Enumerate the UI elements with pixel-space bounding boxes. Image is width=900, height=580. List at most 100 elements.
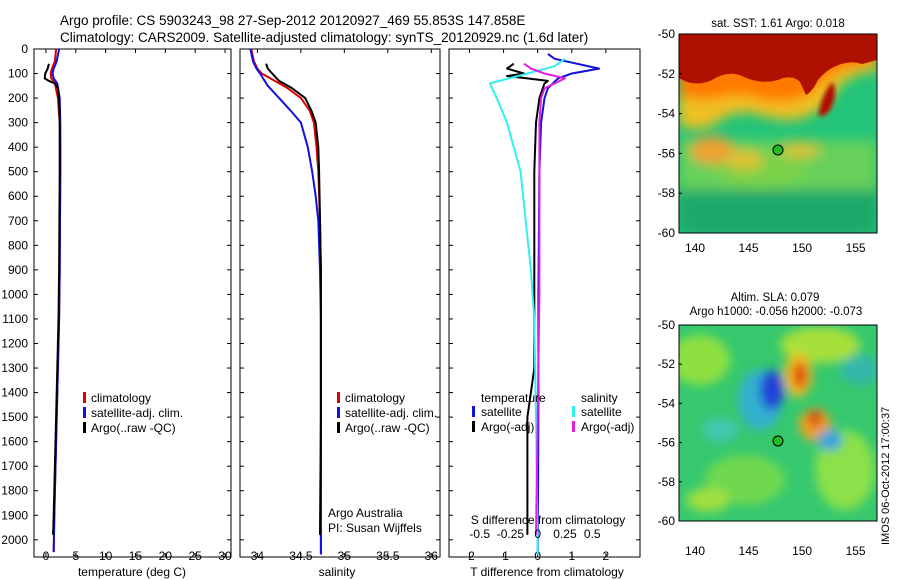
x-tick-label: 20	[159, 549, 173, 563]
x-tick-label: 25	[189, 549, 203, 563]
s-tick-label: 0	[534, 527, 541, 541]
lon-tick-label: 140	[685, 544, 705, 558]
salinity-depth-ticks	[240, 48, 440, 541]
depth-tick-label: 300	[8, 116, 28, 130]
temperature-plot-frame	[33, 48, 232, 558]
series-line	[506, 62, 549, 535]
header-line-2: Climatology: CARS2009. Satellite-adjuste…	[60, 30, 588, 45]
legend-swatch-s-argo	[572, 421, 575, 432]
x-tick-label: 5	[72, 549, 79, 563]
lat-tick-label: -52	[658, 67, 676, 81]
legend-label-t-satellite: satellite	[481, 405, 522, 419]
legend-title-salinity: salinity	[581, 391, 618, 405]
lat-tick-label: -54	[658, 107, 676, 121]
difference-depth-ticks	[449, 48, 640, 541]
temperature-x-label: temperature (deg C)	[78, 565, 186, 579]
salinity-profiles	[249, 49, 322, 555]
legend-swatch-argo	[337, 422, 340, 433]
depth-tick-label: 2000	[1, 533, 28, 547]
lat-tick-label: -50	[658, 27, 676, 41]
x-tick-label: 30	[218, 549, 232, 563]
difference-plot-frame	[448, 48, 641, 558]
legend-label-climatology: climatology	[345, 391, 405, 405]
legend-label-satellite: satellite-adj. clim.	[91, 406, 183, 420]
legend-label-argo: Argo(..raw -QC)	[345, 421, 430, 435]
depth-tick-label: 600	[8, 189, 28, 203]
legend-swatch-satellite	[337, 407, 340, 418]
legend-label-s-satellite: satellite	[581, 405, 622, 419]
lon-tick-label: 145	[739, 544, 759, 558]
lat-tick-label: -56	[658, 436, 676, 450]
series-line	[523, 62, 566, 535]
lat-tick-label: -58	[658, 186, 676, 200]
depth-tick-label: 500	[8, 165, 28, 179]
argo-float-marker	[772, 144, 784, 156]
legend-swatch-t-argo	[472, 421, 475, 432]
argo-float-marker-sla	[772, 435, 784, 447]
lat-tick-label: -56	[658, 146, 676, 160]
salinity-x-ticks: 34 34.5 35 35.5 36	[251, 49, 439, 563]
legend-swatch-climatology	[83, 392, 86, 403]
sla-map-axis-ticks: 140 145 150 155 -50 -52 -54 -56 -58 -60	[658, 318, 866, 558]
sla-map-subtitle: Argo h1000: -0.056 h2000: -0.073	[690, 306, 863, 318]
lat-tick-label: -58	[658, 475, 676, 489]
depth-tick-label: 800	[8, 238, 28, 252]
imos-timestamp: IMOS 06-Oct-2012 17:00:37	[880, 407, 892, 545]
sst-map-panel: sat. SST: 1.61 Argo: 0.018 140 145 150 155 -…	[658, 18, 878, 255]
depth-tick-label: 1400	[1, 386, 28, 400]
legend-label-s-argo: Argo(-adj)	[581, 420, 634, 434]
legend-swatch-climatology	[337, 392, 340, 403]
x-tick-label: -1	[498, 549, 509, 563]
legend-swatch-argo	[83, 422, 86, 433]
lon-tick-label: 145	[739, 241, 759, 255]
depth-tick-label: 1800	[1, 484, 28, 498]
x-tick-label: 35	[338, 549, 352, 563]
s-difference-ticks: -0.5 -0.25 0 0.25 0.5	[469, 527, 601, 541]
x-tick-label: 34	[251, 549, 265, 563]
lat-tick-label: -52	[658, 357, 676, 371]
legend-swatch-t-satellite	[472, 406, 475, 417]
sst-map-frame	[678, 33, 878, 234]
depth-tick-label: 0	[21, 42, 28, 56]
sla-map-frame	[678, 324, 878, 522]
depth-tick-label: 700	[8, 214, 28, 228]
salinity-panel: 34 34.5 35 35.5 36 salinity climatology sate…	[239, 48, 441, 579]
temperature-legend: climatology satellite-adj. clim. Argo(..…	[83, 391, 183, 435]
x-tick-label: 1	[568, 549, 575, 563]
depth-tick-label: 1500	[1, 410, 28, 424]
lat-tick-label: -60	[658, 226, 676, 240]
salinity-x-label: salinity	[319, 565, 356, 579]
depth-tick-label: 1100	[2, 312, 28, 326]
s-tick-label: 0.25	[553, 527, 577, 541]
temperature-panel: 0100200300400500600700800900100011001200…	[1, 42, 232, 579]
x-tick-label: 0	[43, 549, 50, 563]
lon-tick-label: 140	[685, 241, 705, 255]
annotation-argo-australia: Argo Australia	[328, 506, 403, 520]
series-line	[265, 63, 322, 535]
difference-profiles	[488, 53, 601, 555]
lon-tick-label: 155	[846, 544, 866, 558]
lon-tick-label: 155	[846, 241, 866, 255]
depth-tick-label: 1900	[1, 508, 28, 522]
x-tick-label: 2	[603, 549, 610, 563]
depth-tick-label: 1300	[1, 361, 28, 375]
header-line-1: Argo profile: CS 5903243_98 27-Sep-2012 …	[60, 13, 525, 28]
lat-tick-label: -50	[658, 318, 676, 332]
sst-map-title: sat. SST: 1.61 Argo: 0.018	[711, 18, 845, 30]
sst-map-axis-ticks: 140 145 150 155 -50 -52 -54 -56 -58 -60	[658, 27, 866, 255]
legend-swatch-satellite	[83, 407, 86, 418]
temperature-profiles	[43, 49, 62, 553]
series-line	[43, 63, 61, 535]
x-tick-label: 34.5	[289, 549, 313, 563]
sla-map-image	[679, 325, 877, 521]
s-tick-label: -0.5	[469, 527, 490, 541]
x-tick-label: 0	[534, 549, 541, 563]
temperature-x-ticks: 0 5 10 15 20 25 30	[43, 49, 232, 563]
depth-tick-label: 1000	[1, 287, 28, 301]
difference-legend: temperature satellite Argo(-adj) salinit…	[472, 391, 634, 434]
s-difference-label: S difference from climatology	[471, 513, 626, 527]
legend-label-climatology: climatology	[91, 391, 151, 405]
x-tick-label: 36	[425, 549, 439, 563]
annotation-pi: PI: Susan Wijffels	[328, 521, 422, 535]
